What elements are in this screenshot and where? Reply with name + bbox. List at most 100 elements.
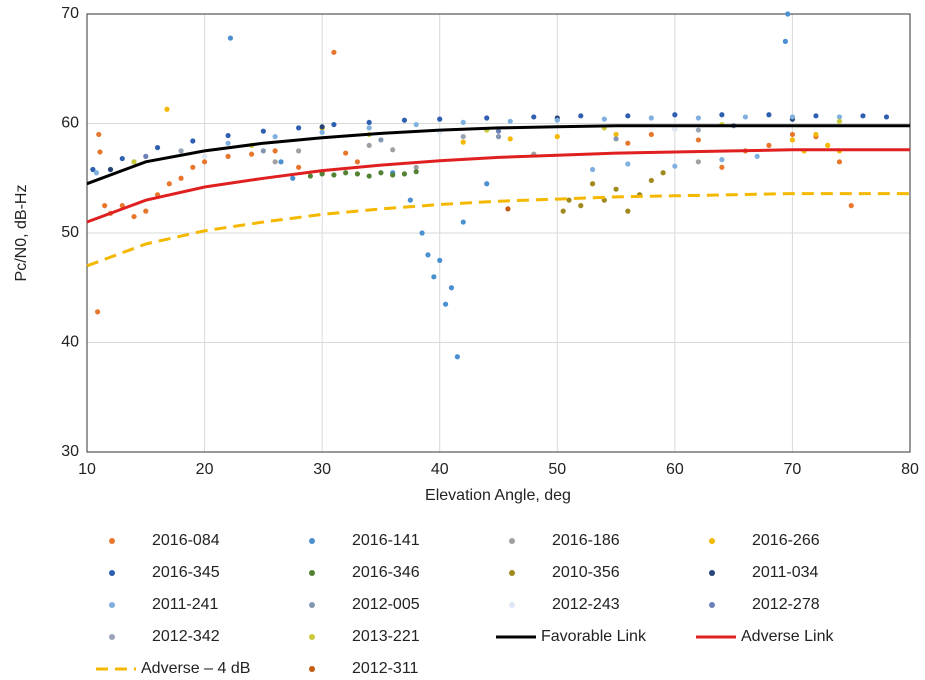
legend-label: 2010-356	[552, 564, 620, 581]
point	[260, 128, 266, 134]
point	[754, 153, 760, 159]
legend-marker	[709, 538, 715, 544]
point	[719, 164, 725, 170]
line	[86, 124, 910, 186]
point	[401, 117, 408, 123]
point	[484, 115, 490, 121]
point	[94, 309, 101, 315]
point	[672, 112, 678, 118]
point	[190, 138, 196, 144]
point	[883, 114, 890, 120]
point	[613, 186, 619, 192]
point	[613, 131, 619, 138]
point	[201, 159, 208, 165]
point	[425, 252, 431, 258]
legend-label: 2016-141	[352, 532, 420, 549]
point	[366, 173, 372, 179]
point	[164, 106, 170, 112]
point	[695, 115, 701, 121]
point	[190, 164, 196, 170]
legend-label: 2012-311	[352, 660, 419, 677]
point	[695, 127, 701, 133]
x-tick-label: 40	[431, 461, 449, 478]
point	[789, 131, 796, 138]
point	[96, 131, 102, 138]
point	[201, 153, 208, 159]
x-tick-label: 50	[548, 461, 566, 478]
point	[648, 115, 654, 121]
line	[86, 148, 910, 224]
legend-label: 2012-342	[152, 628, 220, 645]
x-axis-label: Elevation Angle, deg	[425, 487, 571, 504]
point	[860, 113, 866, 119]
point	[560, 208, 566, 214]
point	[154, 144, 161, 151]
point	[319, 124, 325, 130]
legend-label: 2016-345	[152, 564, 220, 581]
point	[225, 153, 231, 159]
legend-label: 2016-084	[152, 532, 220, 549]
legend-label: Adverse Link	[741, 628, 834, 645]
point	[227, 35, 234, 41]
point	[225, 140, 231, 146]
legend-label: 2016-346	[352, 564, 420, 581]
point	[719, 157, 725, 163]
legend-label: 2011-034	[752, 564, 819, 581]
point	[578, 203, 584, 209]
point	[601, 116, 607, 122]
x-tick-label: 60	[666, 461, 684, 478]
point	[178, 148, 184, 154]
legend-label: 2016-266	[752, 532, 820, 549]
point	[413, 169, 419, 175]
legend-label: Favorable Link	[541, 628, 647, 645]
point	[495, 128, 502, 134]
point	[554, 134, 560, 140]
point	[366, 125, 372, 131]
point	[566, 197, 572, 203]
point	[401, 171, 408, 177]
legend-label: 2012-005	[352, 596, 420, 613]
legend-marker	[709, 570, 715, 576]
point	[782, 38, 788, 44]
legend-label: 2011-241	[152, 596, 219, 613]
point	[260, 148, 266, 154]
legend-marker	[509, 602, 515, 608]
point	[589, 181, 596, 187]
y-axis-label: Pc/N0, dB-Hz	[13, 185, 30, 282]
legend-marker	[309, 666, 315, 672]
point	[625, 161, 631, 167]
legend-marker	[309, 602, 315, 608]
point	[272, 134, 278, 140]
point	[484, 181, 490, 187]
point	[143, 208, 149, 214]
point	[742, 114, 749, 120]
point	[507, 118, 513, 124]
point	[178, 175, 184, 181]
point	[431, 274, 437, 280]
point	[225, 132, 231, 139]
point	[119, 155, 125, 162]
legend-marker	[509, 538, 515, 544]
legend-marker	[309, 634, 315, 640]
point	[249, 151, 255, 157]
point	[442, 301, 449, 307]
point	[589, 166, 596, 173]
legend-marker	[109, 634, 115, 640]
point	[836, 118, 843, 124]
point	[672, 126, 678, 132]
point	[836, 114, 843, 120]
point	[296, 164, 302, 170]
legend-marker	[109, 570, 115, 576]
point	[625, 140, 631, 146]
point	[166, 181, 172, 187]
point	[660, 170, 666, 176]
point	[813, 131, 819, 138]
point	[695, 137, 701, 143]
point	[448, 285, 455, 291]
point	[366, 119, 372, 126]
point	[419, 230, 425, 236]
point	[390, 172, 396, 178]
legend-marker	[709, 602, 715, 608]
y-tick-label: 40	[61, 334, 79, 351]
